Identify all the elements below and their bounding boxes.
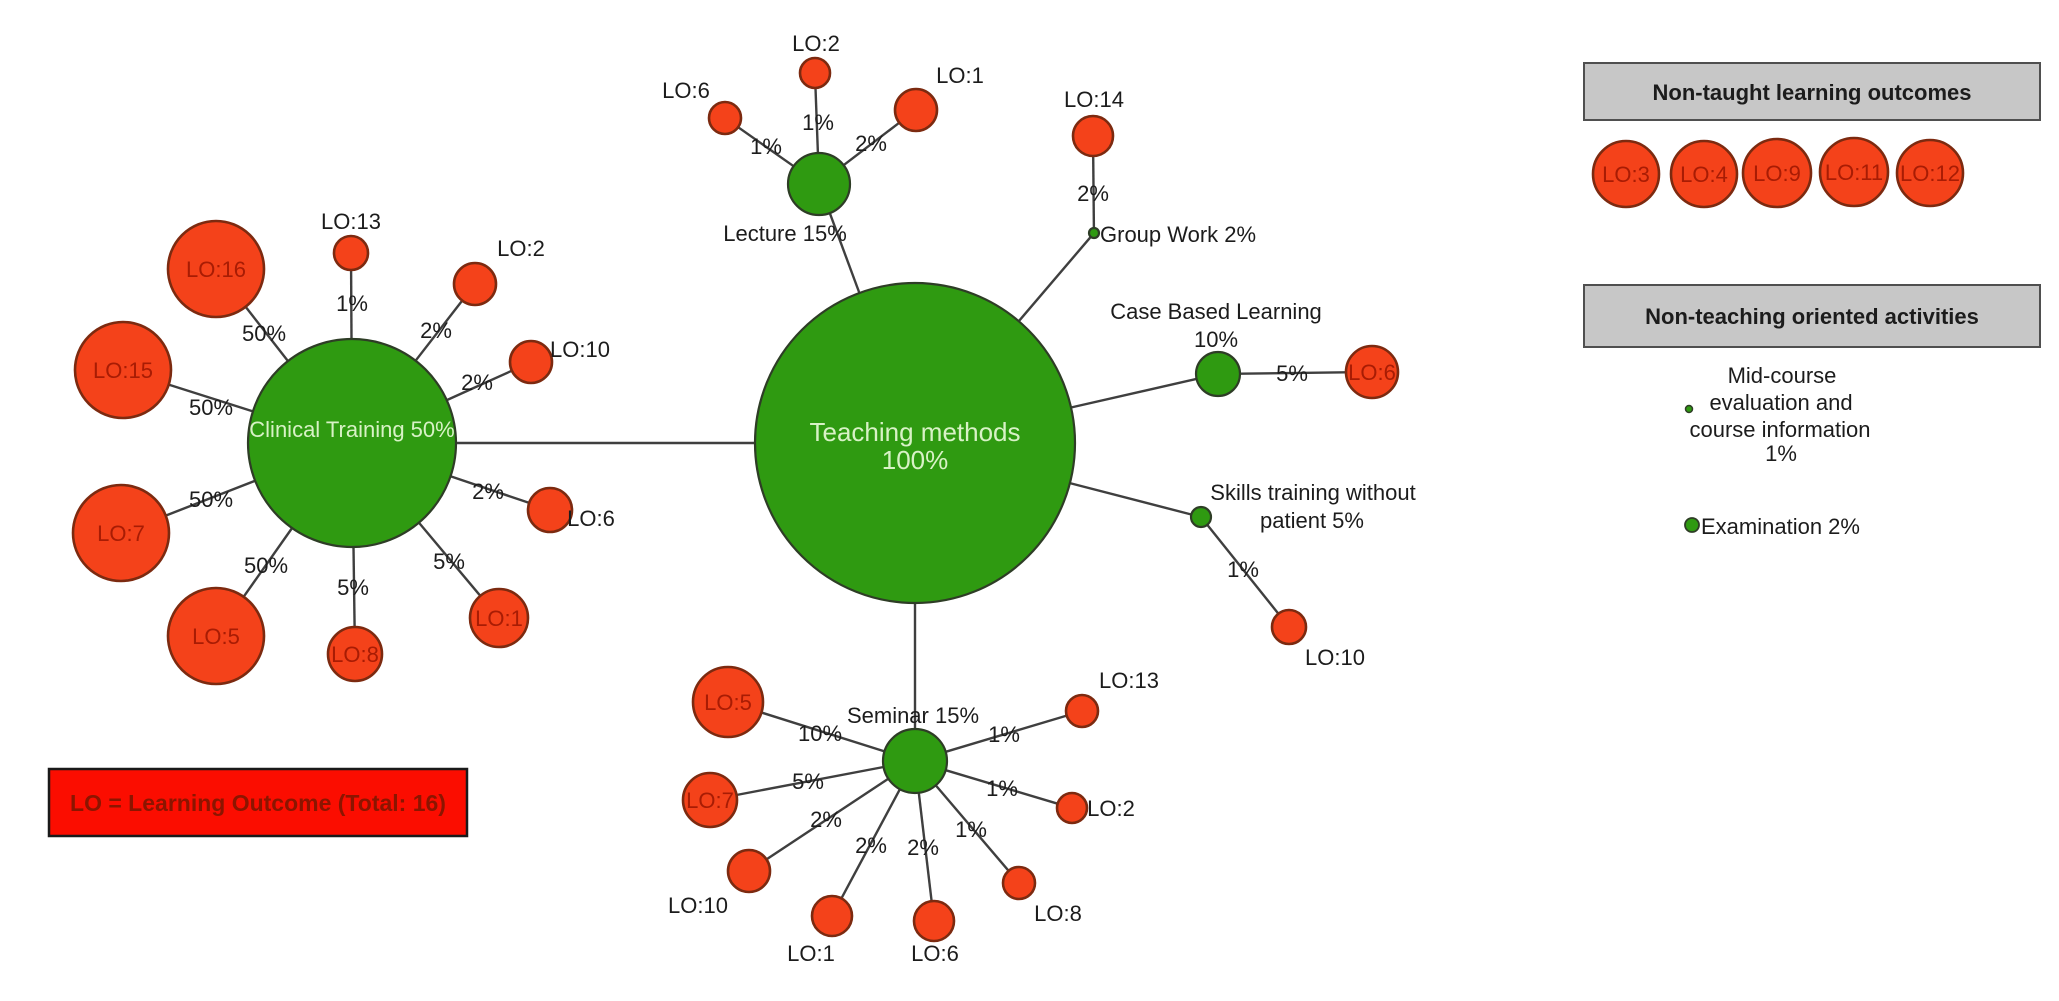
svg-text:1%: 1% bbox=[1765, 441, 1797, 466]
svg-text:1%: 1% bbox=[955, 817, 987, 842]
svg-text:1%: 1% bbox=[986, 776, 1018, 801]
svg-text:LO = Learning Outcome (Total:: LO = Learning Outcome (Total: 16) bbox=[70, 790, 446, 816]
svg-text:Non-taught learning outcomes: Non-taught learning outcomes bbox=[1653, 80, 1972, 105]
svg-text:10%: 10% bbox=[798, 721, 842, 746]
svg-text:course information: course information bbox=[1690, 417, 1871, 442]
svg-text:evaluation and: evaluation and bbox=[1709, 390, 1852, 415]
svg-text:LO:10: LO:10 bbox=[550, 337, 610, 362]
svg-text:LO:2: LO:2 bbox=[792, 31, 840, 56]
svg-text:LO:8: LO:8 bbox=[331, 642, 379, 667]
svg-text:LO:7: LO:7 bbox=[97, 521, 145, 546]
svg-text:LO:10: LO:10 bbox=[1305, 645, 1365, 670]
svg-text:LO:5: LO:5 bbox=[192, 624, 240, 649]
svg-text:2%: 2% bbox=[907, 835, 939, 860]
svg-text:2%: 2% bbox=[420, 318, 452, 343]
svg-text:Group Work 2%: Group Work 2% bbox=[1100, 222, 1256, 247]
svg-text:LO:13: LO:13 bbox=[1099, 668, 1159, 693]
svg-text:Seminar 15%: Seminar 15% bbox=[847, 703, 979, 728]
svg-text:5%: 5% bbox=[792, 769, 824, 794]
svg-text:Case Based Learning: Case Based Learning bbox=[1110, 299, 1322, 324]
svg-text:5%: 5% bbox=[337, 575, 369, 600]
svg-text:Non-teaching oriented activiti: Non-teaching oriented activities bbox=[1645, 304, 1979, 329]
svg-text:50%: 50% bbox=[189, 487, 233, 512]
svg-text:patient 5%: patient 5% bbox=[1260, 508, 1364, 533]
svg-text:LO:6: LO:6 bbox=[662, 78, 710, 103]
svg-text:LO:6: LO:6 bbox=[1348, 360, 1396, 385]
svg-text:50%: 50% bbox=[244, 553, 288, 578]
svg-text:LO:9: LO:9 bbox=[1753, 161, 1801, 186]
svg-text:1%: 1% bbox=[802, 110, 834, 135]
svg-text:LO:13: LO:13 bbox=[321, 209, 381, 234]
svg-text:LO:1: LO:1 bbox=[475, 606, 523, 631]
svg-text:LO:5: LO:5 bbox=[704, 690, 752, 715]
svg-text:1%: 1% bbox=[1227, 557, 1259, 582]
svg-text:5%: 5% bbox=[1276, 361, 1308, 386]
svg-text:LO:2: LO:2 bbox=[1087, 796, 1135, 821]
svg-text:50%: 50% bbox=[189, 395, 233, 420]
svg-text:LO:6: LO:6 bbox=[911, 941, 959, 966]
svg-text:100%: 100% bbox=[882, 445, 949, 475]
svg-text:LO:4: LO:4 bbox=[1680, 162, 1728, 187]
svg-text:LO:1: LO:1 bbox=[787, 941, 835, 966]
svg-text:LO:2: LO:2 bbox=[497, 236, 545, 261]
svg-text:1%: 1% bbox=[336, 291, 368, 316]
svg-text:2%: 2% bbox=[855, 833, 887, 858]
svg-text:LO:3: LO:3 bbox=[1602, 162, 1650, 187]
svg-text:LO:16: LO:16 bbox=[186, 257, 246, 282]
svg-text:10%: 10% bbox=[1194, 327, 1238, 352]
svg-text:LO:7: LO:7 bbox=[686, 788, 734, 813]
svg-text:LO:14: LO:14 bbox=[1064, 87, 1124, 112]
svg-text:2%: 2% bbox=[461, 370, 493, 395]
svg-text:Examination 2%: Examination 2% bbox=[1701, 514, 1860, 539]
svg-text:2%: 2% bbox=[810, 807, 842, 832]
svg-text:LO:15: LO:15 bbox=[93, 358, 153, 383]
svg-text:LO:6: LO:6 bbox=[567, 506, 615, 531]
svg-text:Clinical Training 50%: Clinical Training 50% bbox=[249, 417, 454, 442]
svg-text:Lecture 15%: Lecture 15% bbox=[723, 221, 847, 246]
svg-text:1%: 1% bbox=[750, 134, 782, 159]
svg-text:LO:10: LO:10 bbox=[668, 893, 728, 918]
svg-text:2%: 2% bbox=[855, 131, 887, 156]
svg-text:LO:8: LO:8 bbox=[1034, 901, 1082, 926]
svg-text:LO:11: LO:11 bbox=[1825, 160, 1883, 185]
svg-text:Teaching methods: Teaching methods bbox=[809, 417, 1020, 447]
svg-text:1%: 1% bbox=[988, 722, 1020, 747]
svg-text:2%: 2% bbox=[1077, 181, 1109, 206]
svg-text:LO:12: LO:12 bbox=[1900, 161, 1960, 186]
svg-text:5%: 5% bbox=[433, 549, 465, 574]
svg-text:LO:1: LO:1 bbox=[936, 63, 984, 88]
svg-text:Mid-course: Mid-course bbox=[1728, 363, 1837, 388]
svg-text:2%: 2% bbox=[472, 479, 504, 504]
svg-text:Skills training without: Skills training without bbox=[1210, 480, 1415, 505]
svg-text:50%: 50% bbox=[242, 321, 286, 346]
